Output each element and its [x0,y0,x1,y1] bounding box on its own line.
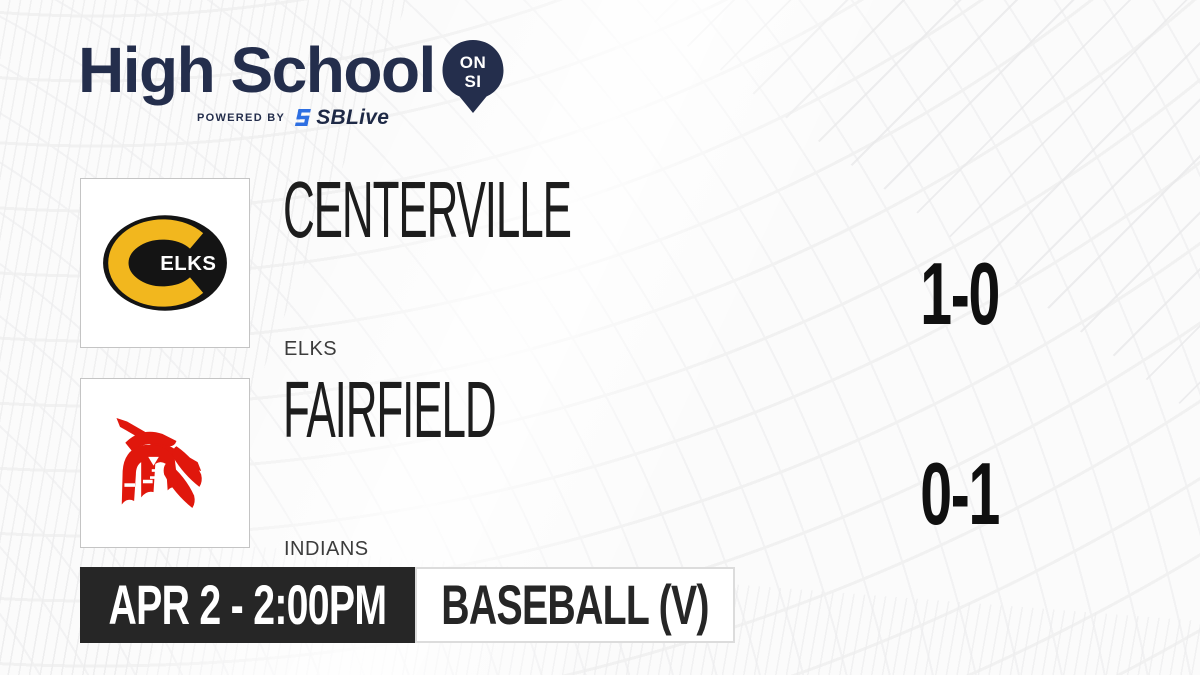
fairfield-indians-logo [116,418,202,508]
centerville-logo-box: ELKS [80,178,250,348]
sblive-bolt-icon [295,108,312,127]
centerville-elks-logo: ELKS [103,215,227,311]
elks-logo-text: ELKS [160,253,216,275]
sblive-logo: SBLive [294,107,389,128]
mascot-label-elks: ELKS [284,338,338,360]
powered-by-row: POWERED BY SBLive [197,107,389,128]
score-fairfield-wrap: 0-1 [860,450,1060,538]
on-si-pin-icon: ON SI [442,40,504,113]
score-centerville: 1-0 [920,244,1001,343]
powered-by-label: POWERED BY [197,111,286,124]
team-name-fairfield: FAIRFIELD [283,365,497,454]
date-time-banner: APR 2 - 2:00PM [80,567,415,643]
mascot-label-indians: INDIANS [284,538,369,560]
sblive-wordmark: SBLive [316,106,390,129]
date-time-text: APR 2 - 2:00PM [108,573,387,636]
team-name-centerville: CENTERVILLE [283,165,572,254]
score-fairfield: 0-1 [920,444,1001,543]
event-text: BASEBALL (V) [441,573,709,636]
score-centerville-wrap: 1-0 [860,250,1060,338]
pin-text-on: ON [460,53,487,72]
pin-text-si: SI [464,72,481,91]
event-banner: BASEBALL (V) [415,567,735,643]
fairfield-logo-box [80,378,250,548]
high-school-wordmark: High School [78,34,436,106]
